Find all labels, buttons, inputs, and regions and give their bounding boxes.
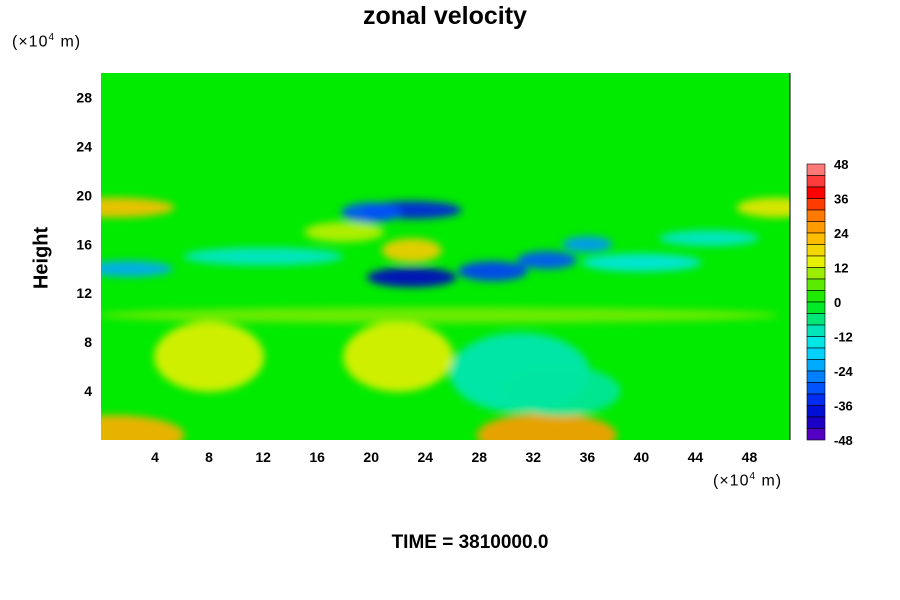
colorbar-segment xyxy=(806,416,826,429)
colorbar-segment xyxy=(806,163,826,176)
colorbar-segment xyxy=(806,347,826,360)
x-tick-label: 12 xyxy=(255,449,271,465)
velocity-field xyxy=(101,197,790,440)
velocity-blobs xyxy=(101,197,790,440)
x-unit-suffix: m) xyxy=(756,472,783,490)
colorbar-tick-label: 12 xyxy=(834,261,848,276)
colorbar-tick-label: -12 xyxy=(834,330,853,345)
x-unit-prefix: (×10 xyxy=(713,472,750,490)
x-tick-label: 16 xyxy=(309,449,325,465)
colorbar-segment xyxy=(806,428,826,441)
colorbar-segment xyxy=(806,370,826,383)
y-tick-label: 28 xyxy=(76,89,92,105)
x-tick-label: 48 xyxy=(742,449,758,465)
colorbar-segment xyxy=(806,175,826,188)
chart-title: zonal velocity xyxy=(363,2,527,30)
y-tick-label: 20 xyxy=(76,187,92,203)
colorbar-segment xyxy=(806,382,826,395)
field-sample xyxy=(343,321,454,392)
colorbar-segment xyxy=(806,232,826,245)
colorbar-segment xyxy=(806,186,826,199)
colorbar-tick-label: 0 xyxy=(834,295,841,310)
colorbar-tick-label: 36 xyxy=(834,192,848,207)
y-tick-label: 24 xyxy=(76,138,92,154)
y-unit-suffix: m) xyxy=(55,33,82,51)
time-label: TIME = 3810000.0 xyxy=(391,532,549,553)
x-tick-label: 36 xyxy=(580,449,596,465)
colorbar-segment xyxy=(806,290,826,303)
field-sample xyxy=(304,222,385,243)
colorbar-segment xyxy=(806,244,826,257)
colorbar-tick-label: 24 xyxy=(834,226,849,241)
colorbar xyxy=(806,163,826,441)
field-sample xyxy=(457,261,528,282)
x-tick-label: 4 xyxy=(151,449,159,465)
colorbar-segment xyxy=(806,209,826,222)
y-tick-label: 16 xyxy=(76,236,92,252)
colorbar-segment xyxy=(806,301,826,314)
field-sample xyxy=(101,197,175,218)
field-sample xyxy=(366,267,457,288)
field-sample xyxy=(516,251,577,270)
x-unit-exponent: 4 xyxy=(749,471,757,482)
y-tick-label: 8 xyxy=(84,334,92,350)
colorbar-segment xyxy=(806,267,826,280)
y-tick-label: 4 xyxy=(84,383,92,399)
colorbar-segment xyxy=(806,313,826,326)
colorbar-segment xyxy=(806,278,826,291)
colorbar-tick-label: -48 xyxy=(834,433,853,448)
colorbar-segment xyxy=(806,359,826,372)
colorbar-tick-label: -36 xyxy=(834,399,853,414)
y-tick-label: 12 xyxy=(76,285,92,301)
colorbar-segment xyxy=(806,255,826,268)
field-sample xyxy=(736,197,790,218)
y-unit-exponent: 4 xyxy=(48,32,56,43)
field-sample xyxy=(101,307,779,324)
y-unit-prefix: (×10 xyxy=(12,33,49,51)
field-sample xyxy=(183,247,344,266)
colorbar-tick-label: 48 xyxy=(834,157,848,172)
x-unit-label: (×104 m) xyxy=(713,471,782,490)
y-unit-label: (×104 m) xyxy=(12,32,81,51)
x-tick-label: 28 xyxy=(471,449,487,465)
colorbar-segment xyxy=(806,198,826,211)
field-sample xyxy=(581,253,702,272)
colorbar-tick-label: -24 xyxy=(834,364,854,379)
x-tick-label: 20 xyxy=(363,449,379,465)
field-sample xyxy=(101,415,185,440)
field-sample xyxy=(500,366,621,417)
x-tick-label: 8 xyxy=(205,449,213,465)
x-tick-label: 40 xyxy=(634,449,650,465)
x-tick-label: 24 xyxy=(417,449,433,465)
colorbar-segment xyxy=(806,221,826,234)
field-sample xyxy=(381,238,442,263)
x-tick-label: 32 xyxy=(526,449,542,465)
field-sample xyxy=(341,202,402,223)
field-sample xyxy=(476,413,617,440)
x-tick-label: 44 xyxy=(688,449,704,465)
field-sample xyxy=(101,260,174,277)
colorbar-segment xyxy=(806,324,826,337)
field-sample xyxy=(562,236,613,253)
colorbar-segment xyxy=(806,393,826,406)
field-sample xyxy=(154,321,265,392)
colorbar-segment xyxy=(806,405,826,418)
field-sample xyxy=(658,230,759,247)
colorbar-segment xyxy=(806,336,826,349)
